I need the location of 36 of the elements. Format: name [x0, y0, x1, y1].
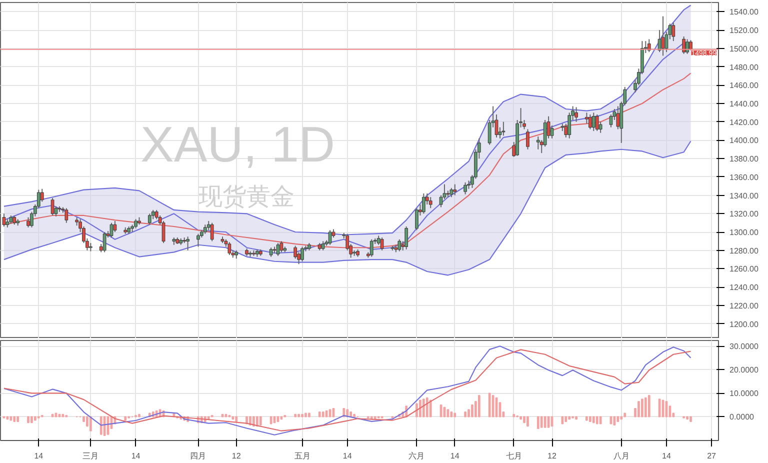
y-tick-label: 1320.00 — [730, 210, 759, 219]
y-tick-label: 1480.00 — [730, 62, 759, 72]
x-tick-label: 27 — [707, 452, 717, 460]
y-tick-label: 1240.00 — [730, 283, 759, 292]
y-tick-label: 1340.00 — [730, 191, 759, 200]
x-tick-label: 八月 — [613, 452, 630, 460]
x-tick-label: 14 — [450, 452, 460, 460]
y-tick-label: 1500.00 — [730, 44, 759, 54]
x-tick-label: 四月 — [190, 452, 206, 460]
x-tick-label: 五月 — [294, 452, 310, 460]
y-tick-label: 0.0000 — [730, 412, 755, 422]
y-tick-label: 1200.00 — [730, 320, 759, 329]
y-tick-label: 1260.00 — [730, 264, 759, 274]
y-tick-label: 1300.00 — [730, 228, 759, 238]
y-tick-label: 1220.00 — [730, 301, 759, 310]
x-tick-label: 12 — [548, 452, 558, 460]
y-tick-label: 30.0000 — [730, 342, 759, 352]
y-tick-label: 1280.00 — [730, 246, 759, 256]
y-tick-label: 10.0000 — [730, 389, 759, 398]
x-tick-label: 三月 — [82, 452, 99, 460]
y-tick-label: 1380.00 — [730, 154, 759, 164]
y-tick-label: 1420.00 — [730, 118, 759, 127]
y-tick-label: 20.0000 — [730, 366, 759, 375]
x-tick-label: 六月 — [408, 452, 425, 460]
y-tick-label: 1440.00 — [730, 99, 759, 108]
x-tick-label: 14 — [34, 452, 44, 460]
y-tick-label: 1540.00 — [730, 8, 759, 17]
y-tick-label: 1520.00 — [730, 26, 759, 36]
y-tick-label: 1360.00 — [730, 172, 759, 182]
x-tick-label: 14 — [131, 452, 141, 460]
y-tick-label: 1400.00 — [730, 136, 759, 146]
x-tick-label: 七月 — [506, 452, 522, 460]
y-tick-label: 1460.00 — [730, 81, 759, 90]
x-tick-label: 14 — [662, 452, 672, 460]
x-tick-label: 12 — [232, 452, 242, 460]
x-tick-label: 14 — [342, 452, 352, 460]
